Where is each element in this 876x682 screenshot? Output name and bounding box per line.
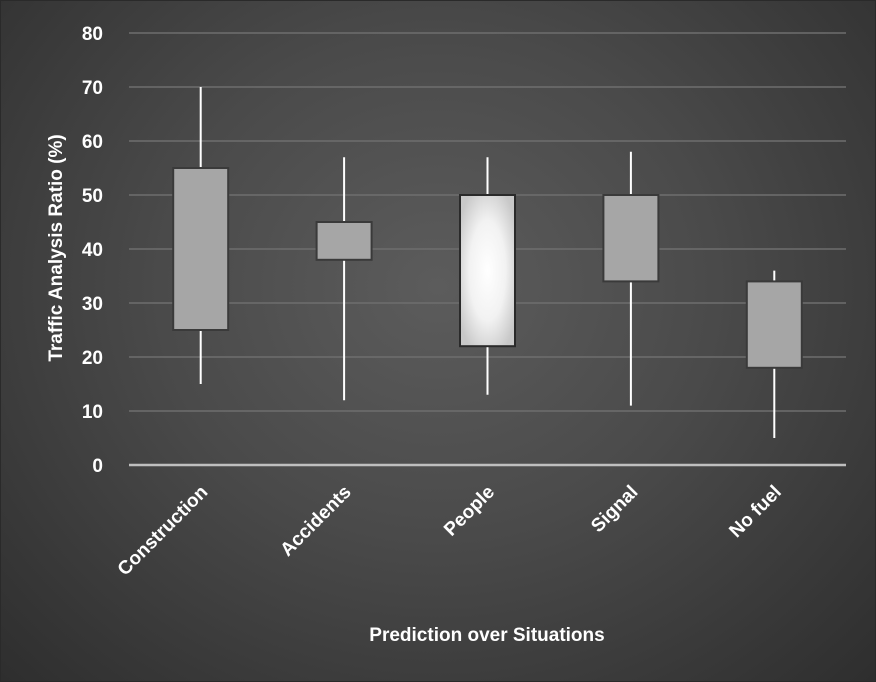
x-category-label: Construction xyxy=(114,482,212,580)
x-category-label: No fuel xyxy=(725,482,785,542)
box-construction xyxy=(172,167,230,331)
x-category-label: Accidents xyxy=(277,482,356,561)
x-category-label: People xyxy=(440,482,499,541)
x-category-label: Signal xyxy=(587,482,642,537)
box-accidents xyxy=(315,221,373,261)
box-no-fuel xyxy=(745,280,803,369)
y-tick-label: 20 xyxy=(82,348,103,369)
y-tick-label: 10 xyxy=(82,402,103,423)
y-tick-label: 50 xyxy=(82,186,103,207)
y-tick-label: 60 xyxy=(82,132,103,153)
box-signal xyxy=(602,194,660,283)
y-axis-title: Traffic Analysis Ratio (%) xyxy=(46,134,67,361)
x-axis-title: Prediction over Situations xyxy=(369,625,604,646)
box-people xyxy=(459,194,516,348)
y-tick-label: 80 xyxy=(82,24,103,45)
y-tick-label: 40 xyxy=(82,240,103,261)
y-tick-label: 0 xyxy=(92,456,103,477)
y-tick-label: 70 xyxy=(82,78,103,99)
y-tick-label: 30 xyxy=(82,294,103,315)
